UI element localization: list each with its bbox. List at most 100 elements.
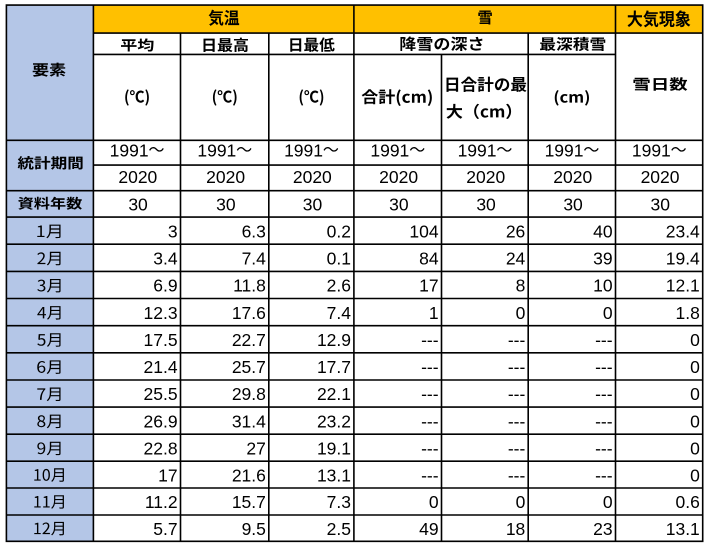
svg-text:0: 0 <box>516 492 526 512</box>
svg-text:---: --- <box>508 411 526 431</box>
svg-text:8: 8 <box>516 276 526 296</box>
svg-text:23: 23 <box>593 519 612 539</box>
svg-text:30: 30 <box>389 195 409 215</box>
svg-text:---: --- <box>421 330 439 350</box>
svg-text:---: --- <box>595 384 613 404</box>
svg-text:---: --- <box>595 465 613 485</box>
svg-text:1991: 1991 <box>370 141 409 161</box>
svg-text:17.6: 17.6 <box>232 303 266 323</box>
svg-text:---: --- <box>508 465 526 485</box>
svg-text:1.8: 1.8 <box>675 303 699 323</box>
svg-text:---: --- <box>508 330 526 350</box>
svg-text:25.7: 25.7 <box>232 357 266 377</box>
svg-text:39: 39 <box>593 249 612 269</box>
svg-text:10: 10 <box>593 276 613 296</box>
svg-text:22.7: 22.7 <box>232 330 266 350</box>
svg-text:0: 0 <box>690 357 700 377</box>
svg-text:2.5: 2.5 <box>327 519 351 539</box>
svg-text:0: 0 <box>429 492 439 512</box>
svg-text:1991: 1991 <box>458 141 497 161</box>
svg-text:0: 0 <box>690 330 700 350</box>
svg-text:2020: 2020 <box>379 167 418 187</box>
svg-text:26: 26 <box>506 221 525 241</box>
svg-text:0.1: 0.1 <box>327 249 351 269</box>
svg-text:3.4: 3.4 <box>153 249 178 269</box>
svg-text:17.5: 17.5 <box>144 330 178 350</box>
svg-text:11.2: 11.2 <box>145 492 178 512</box>
svg-text:1: 1 <box>429 303 439 323</box>
svg-text:40: 40 <box>593 221 613 241</box>
svg-text:0: 0 <box>603 492 613 512</box>
svg-text:0.2: 0.2 <box>327 221 351 241</box>
svg-text:2020: 2020 <box>118 167 157 187</box>
svg-text:27: 27 <box>246 438 265 458</box>
svg-text:2020: 2020 <box>553 167 592 187</box>
svg-text:---: --- <box>421 438 439 458</box>
svg-text:1991: 1991 <box>632 141 671 161</box>
svg-text:12.1: 12.1 <box>666 276 700 296</box>
svg-text:15.7: 15.7 <box>232 492 266 512</box>
svg-text:18: 18 <box>506 519 525 539</box>
svg-text:19.4: 19.4 <box>666 249 700 269</box>
svg-text:23.2: 23.2 <box>317 411 351 431</box>
svg-text:23.4: 23.4 <box>666 221 700 241</box>
svg-text:---: --- <box>508 438 526 458</box>
svg-text:5.7: 5.7 <box>153 519 177 539</box>
svg-text:---: --- <box>421 465 439 485</box>
svg-text:19.1: 19.1 <box>317 438 351 458</box>
svg-text:---: --- <box>508 357 526 377</box>
svg-text:0: 0 <box>690 465 700 485</box>
svg-text:1991: 1991 <box>545 141 584 161</box>
svg-text:26.9: 26.9 <box>144 411 178 431</box>
svg-text:29.8: 29.8 <box>232 384 266 404</box>
svg-text:0: 0 <box>690 384 700 404</box>
svg-text:0: 0 <box>516 303 526 323</box>
svg-text:6.3: 6.3 <box>242 221 266 241</box>
svg-text:31.4: 31.4 <box>232 411 266 431</box>
svg-text:---: --- <box>421 357 439 377</box>
svg-text:2020: 2020 <box>641 167 680 187</box>
svg-text:0: 0 <box>603 303 613 323</box>
svg-text:---: --- <box>595 438 613 458</box>
svg-text:12.3: 12.3 <box>144 303 178 323</box>
svg-text:7.4: 7.4 <box>242 249 267 269</box>
svg-text:---: --- <box>421 384 439 404</box>
svg-text:0: 0 <box>690 438 700 458</box>
svg-text:21.4: 21.4 <box>144 357 178 377</box>
svg-text:3: 3 <box>168 221 178 241</box>
svg-text:24: 24 <box>506 249 526 269</box>
svg-text:30: 30 <box>651 195 671 215</box>
svg-text:2020: 2020 <box>206 167 245 187</box>
svg-text:30: 30 <box>476 195 496 215</box>
svg-text:2020: 2020 <box>466 167 505 187</box>
svg-text:2020: 2020 <box>293 167 332 187</box>
svg-text:12.9: 12.9 <box>317 330 351 350</box>
svg-text:0: 0 <box>690 411 700 431</box>
svg-text:30: 30 <box>303 195 323 215</box>
svg-text:0.6: 0.6 <box>675 492 699 512</box>
svg-text:25.5: 25.5 <box>144 384 178 404</box>
svg-text:7.4: 7.4 <box>327 303 352 323</box>
svg-text:22.8: 22.8 <box>144 438 178 458</box>
svg-text:49: 49 <box>419 519 438 539</box>
svg-text:30: 30 <box>128 195 148 215</box>
svg-text:84: 84 <box>419 249 439 269</box>
svg-text:21.6: 21.6 <box>232 465 266 485</box>
svg-text:13.1: 13.1 <box>666 519 700 539</box>
svg-text:1991: 1991 <box>284 141 323 161</box>
svg-text:17: 17 <box>158 465 177 485</box>
svg-text:17: 17 <box>419 276 438 296</box>
svg-text:---: --- <box>508 384 526 404</box>
svg-text:---: --- <box>595 411 613 431</box>
svg-text:---: --- <box>421 411 439 431</box>
svg-text:104: 104 <box>409 221 438 241</box>
svg-text:1991: 1991 <box>197 141 236 161</box>
svg-text:11.8: 11.8 <box>233 276 266 296</box>
svg-text:---: --- <box>595 357 613 377</box>
svg-text:7.3: 7.3 <box>327 492 351 512</box>
svg-text:22.1: 22.1 <box>317 384 351 404</box>
svg-text:30: 30 <box>563 195 583 215</box>
svg-text:17.7: 17.7 <box>317 357 351 377</box>
svg-text:1991: 1991 <box>110 141 149 161</box>
svg-text:13.1: 13.1 <box>317 465 351 485</box>
